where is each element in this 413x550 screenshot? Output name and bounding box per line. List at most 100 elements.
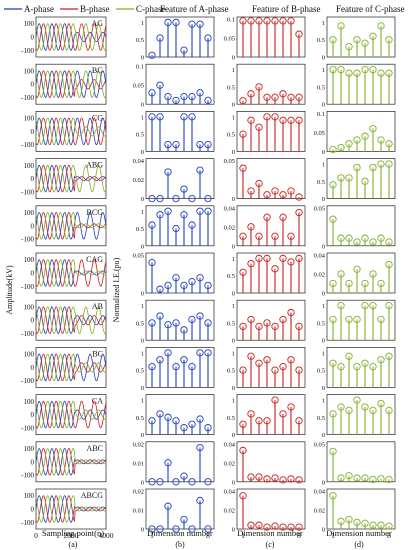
feature-ytick-label: 0	[322, 55, 325, 62]
panel-grid: AG-100010000.5100.050.100.51BG-100010000…	[21, 16, 396, 540]
stem-marker	[204, 424, 212, 432]
feature-ytick-label: 0	[141, 102, 144, 109]
feature-ytick-label: 0	[232, 527, 235, 534]
stem-marker	[337, 517, 345, 526]
feature-ytick-label: 0	[141, 243, 144, 250]
feature-panel-d: 00.05	[314, 205, 396, 250]
stem-marker	[353, 163, 361, 172]
stem-marker	[287, 93, 295, 101]
feature-ytick-label: 0	[322, 243, 325, 250]
waveform-ytick-label: 0	[31, 34, 35, 42]
stem-marker	[377, 475, 385, 483]
stem-marker	[148, 525, 156, 533]
stem-marker	[329, 447, 337, 456]
feature-ytick-label: 0.01	[133, 460, 144, 467]
stem-marker	[239, 492, 247, 500]
stem-marker	[369, 363, 377, 371]
stem-marker	[188, 525, 196, 533]
feature-ytick-label: 0	[141, 338, 144, 345]
waveform-ytick-label: 0	[31, 270, 35, 278]
feature-panel-c: 0 0.02 0.04	[224, 205, 306, 250]
feature-axes	[145, 441, 215, 483]
feature-panel-d: 00.51	[317, 299, 396, 345]
stem-marker	[361, 519, 369, 527]
waveform-panel: BCG -100 0 100	[21, 205, 107, 247]
stem-marker	[329, 36, 337, 44]
feature-ytick-label: 1	[322, 350, 325, 357]
stem-marker	[385, 69, 393, 77]
feature-xtick-label: 8	[297, 531, 301, 540]
stem-marker	[295, 30, 303, 38]
stem-marker	[188, 20, 196, 28]
feature-axes	[236, 394, 306, 435]
stem-marker	[180, 326, 188, 334]
stem-marker	[329, 359, 337, 367]
waveform-ytick-label: 100	[24, 209, 35, 217]
feature-axes	[326, 299, 396, 341]
stem-marker	[164, 92, 172, 101]
stem-marker	[279, 17, 287, 25]
stem-marker	[188, 420, 196, 428]
stem-marker	[385, 36, 393, 44]
stem-marker	[279, 213, 287, 221]
feature-panel-d: 00.51	[317, 16, 396, 62]
stem-marker	[369, 163, 377, 172]
stem-marker	[345, 406, 353, 415]
panel-letter-c: (c)	[266, 540, 275, 549]
stem-marker	[255, 473, 263, 481]
stem-marker	[263, 523, 271, 531]
stem-marker	[263, 319, 271, 327]
feature-ytick-label: 1	[232, 398, 235, 405]
fault-type-label: CG	[92, 113, 103, 122]
waveform-ytick-label: 100	[24, 303, 35, 311]
stem-marker	[164, 168, 172, 176]
feature-panel-d: 00.05	[314, 441, 396, 486]
waveform-ytick-label: -100	[21, 236, 34, 244]
stem-marker	[353, 265, 361, 273]
stem-marker	[204, 34, 212, 42]
stem-marker	[353, 474, 361, 482]
stem-marker	[239, 366, 247, 374]
stem-marker	[385, 475, 393, 484]
feature-ytick-label: 0.5	[227, 273, 235, 280]
feature-ytick-label: 0.02	[314, 508, 325, 515]
waveform-xtick-label: 2000	[64, 531, 79, 540]
feature-ytick-label: 0	[232, 243, 235, 250]
stem-marker	[196, 443, 204, 452]
stem-marker	[263, 191, 271, 199]
stem-marker	[148, 221, 156, 229]
stem-marker	[287, 308, 295, 317]
stem-marker	[369, 270, 377, 278]
stem-marker	[295, 523, 303, 531]
stem-marker	[279, 315, 287, 324]
stem-marker	[247, 410, 255, 418]
waveform-ytick-label: 100	[24, 398, 35, 406]
fault-type-label: AG	[91, 19, 103, 28]
feature-ytick-label: 0	[141, 527, 144, 534]
stem-marker	[204, 349, 212, 357]
feature-axes	[145, 16, 215, 58]
waveform-series-c	[35, 23, 107, 51]
feature-ytick-label: 0	[141, 149, 144, 156]
feature-ytick-label: 0	[322, 385, 325, 392]
feature-ytick-label: 0.5	[317, 84, 325, 91]
stem-marker	[369, 32, 377, 40]
feature-panel-b: 00.51	[136, 16, 215, 62]
feature-ytick-label: 0.05	[224, 158, 235, 165]
stem-marker	[385, 260, 393, 269]
waveform-ytick-label: 100	[24, 162, 35, 170]
stem-marker	[353, 136, 361, 144]
waveform-ytick-label: -100	[21, 377, 34, 385]
stem-marker	[329, 279, 337, 288]
feature-ytick-label: 0	[232, 196, 235, 203]
stem-marker	[196, 312, 204, 320]
feature-panel-b: 0 0.02 0.04	[133, 158, 215, 203]
stem-marker	[156, 285, 164, 293]
feature-axes	[236, 299, 306, 341]
stem-marker	[196, 415, 204, 423]
feature-ytick-label: 1	[322, 20, 325, 27]
feature-ytick-label: 1	[141, 398, 144, 405]
stem-marker	[239, 268, 247, 276]
feature-panel-c: 00.51	[227, 394, 306, 439]
waveform-ytick-label: 0	[31, 222, 35, 230]
